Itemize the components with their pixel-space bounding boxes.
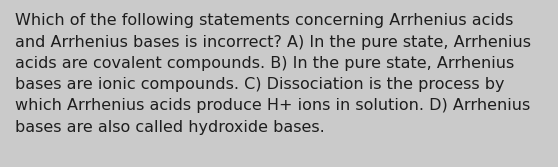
Text: Which of the following statements concerning Arrhenius acids
and Arrhenius bases: Which of the following statements concer… xyxy=(15,13,531,135)
